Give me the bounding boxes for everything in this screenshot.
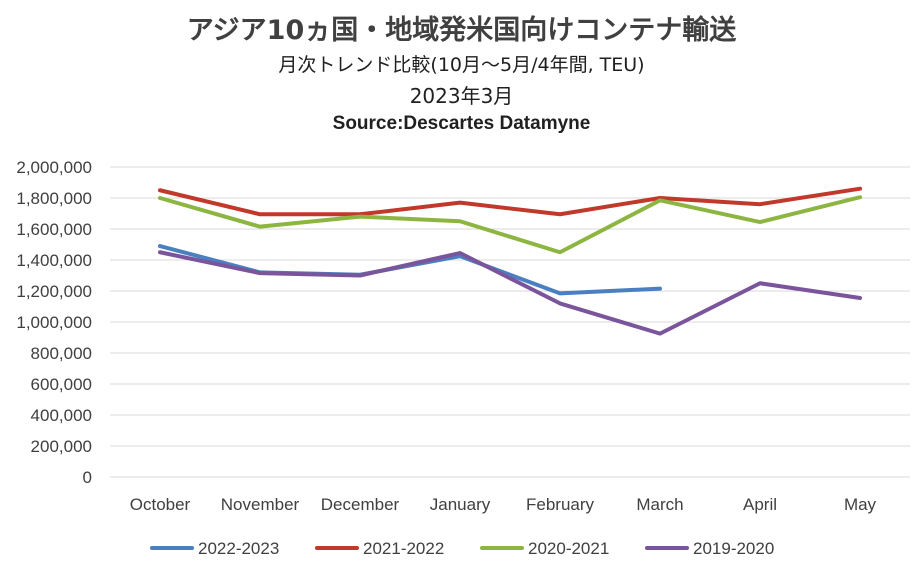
legend-label: 2022-2023 <box>198 539 279 558</box>
y-tick-label: 800,000 <box>31 344 92 363</box>
y-tick-label: 1,800,000 <box>16 189 92 208</box>
y-tick-label: 1,200,000 <box>16 282 92 301</box>
y-tick-label: 2,000,000 <box>16 158 92 177</box>
y-tick-label: 400,000 <box>31 406 92 425</box>
x-tick-label: November <box>221 495 300 514</box>
chart-date: 2023年3月 <box>409 84 514 108</box>
y-tick-label: 200,000 <box>31 437 92 456</box>
x-tick-label: December <box>321 495 400 514</box>
x-tick-label: April <box>743 495 777 514</box>
y-tick-label: 0 <box>83 468 92 487</box>
legend: 2022-2023 2021-2022 2020-2021 2019-2020 <box>150 539 774 558</box>
x-tick-label: January <box>430 495 491 514</box>
series-line <box>158 186 862 217</box>
series-line <box>158 195 862 255</box>
legend-label: 2019-2020 <box>693 539 774 558</box>
x-tick-label: October <box>130 495 191 514</box>
x-axis: October November December January February Ma… <box>130 495 877 514</box>
gridlines <box>110 166 910 478</box>
y-tick-label: 1,400,000 <box>16 251 92 270</box>
series-lines <box>158 186 862 336</box>
y-tick-label: 600,000 <box>31 375 92 394</box>
series-line <box>158 250 862 336</box>
x-tick-label: May <box>844 495 877 514</box>
legend-label: 2021-2022 <box>363 539 444 558</box>
x-tick-label: March <box>636 495 683 514</box>
legend-label: 2020-2021 <box>528 539 609 558</box>
y-axis: 0 200,000 400,000 600,000 800,000 1,000,000 1,… <box>16 158 92 487</box>
y-tick-label: 1,600,000 <box>16 220 92 239</box>
chart-subtitle: 月次トレンド比較(10月〜5月/4年間, TEU) <box>278 54 645 76</box>
y-tick-label: 1,000,000 <box>16 313 92 332</box>
chart-title: アジア10ヵ国・地域発米国向けコンテナ輸送 <box>186 15 737 46</box>
chart-source: Source:Descartes Datamyne <box>332 113 591 134</box>
x-tick-label: February <box>526 495 595 514</box>
